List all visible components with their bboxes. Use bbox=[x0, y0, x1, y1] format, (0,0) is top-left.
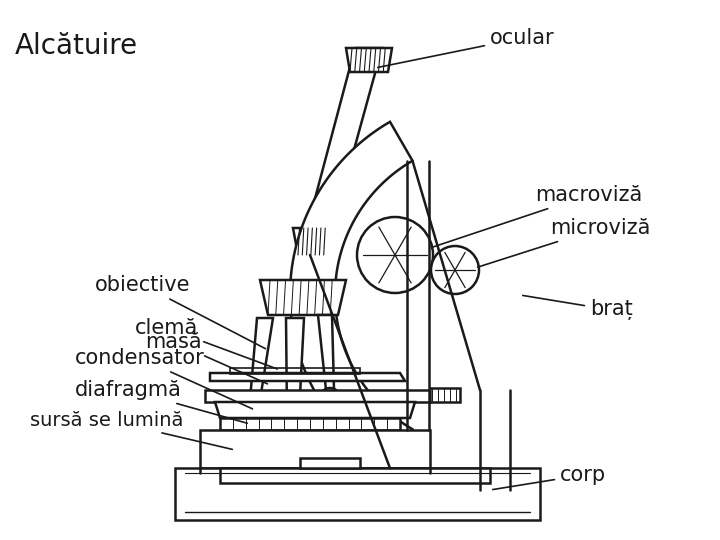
Circle shape bbox=[245, 398, 265, 418]
Circle shape bbox=[431, 246, 479, 294]
Text: Alcătuire: Alcătuire bbox=[15, 32, 138, 60]
Polygon shape bbox=[318, 315, 334, 390]
Text: braț: braț bbox=[523, 295, 633, 321]
Polygon shape bbox=[200, 430, 430, 468]
Text: macroviză: macroviză bbox=[433, 185, 642, 247]
Circle shape bbox=[357, 217, 433, 293]
Text: masă: masă bbox=[145, 332, 267, 384]
Polygon shape bbox=[250, 318, 273, 400]
Polygon shape bbox=[220, 468, 490, 483]
Polygon shape bbox=[290, 122, 413, 468]
Text: microviză: microviză bbox=[477, 218, 650, 267]
Polygon shape bbox=[286, 318, 304, 415]
Polygon shape bbox=[300, 48, 382, 255]
Polygon shape bbox=[205, 390, 430, 402]
Text: corp: corp bbox=[492, 465, 606, 490]
Text: obiective: obiective bbox=[95, 275, 266, 349]
Text: sursă se lumină: sursă se lumină bbox=[30, 410, 233, 449]
Polygon shape bbox=[210, 373, 405, 381]
Circle shape bbox=[283, 413, 303, 433]
Polygon shape bbox=[215, 402, 415, 418]
Polygon shape bbox=[430, 388, 460, 402]
Polygon shape bbox=[175, 468, 540, 520]
Polygon shape bbox=[346, 48, 392, 72]
Text: diafragmă: diafragmă bbox=[75, 380, 248, 423]
Text: condensator: condensator bbox=[75, 348, 253, 409]
Polygon shape bbox=[293, 228, 333, 255]
Polygon shape bbox=[300, 458, 360, 468]
Text: clemă: clemă bbox=[135, 318, 277, 369]
Text: ocular: ocular bbox=[378, 28, 554, 68]
Polygon shape bbox=[260, 280, 346, 315]
Circle shape bbox=[320, 388, 340, 408]
Polygon shape bbox=[220, 418, 400, 430]
